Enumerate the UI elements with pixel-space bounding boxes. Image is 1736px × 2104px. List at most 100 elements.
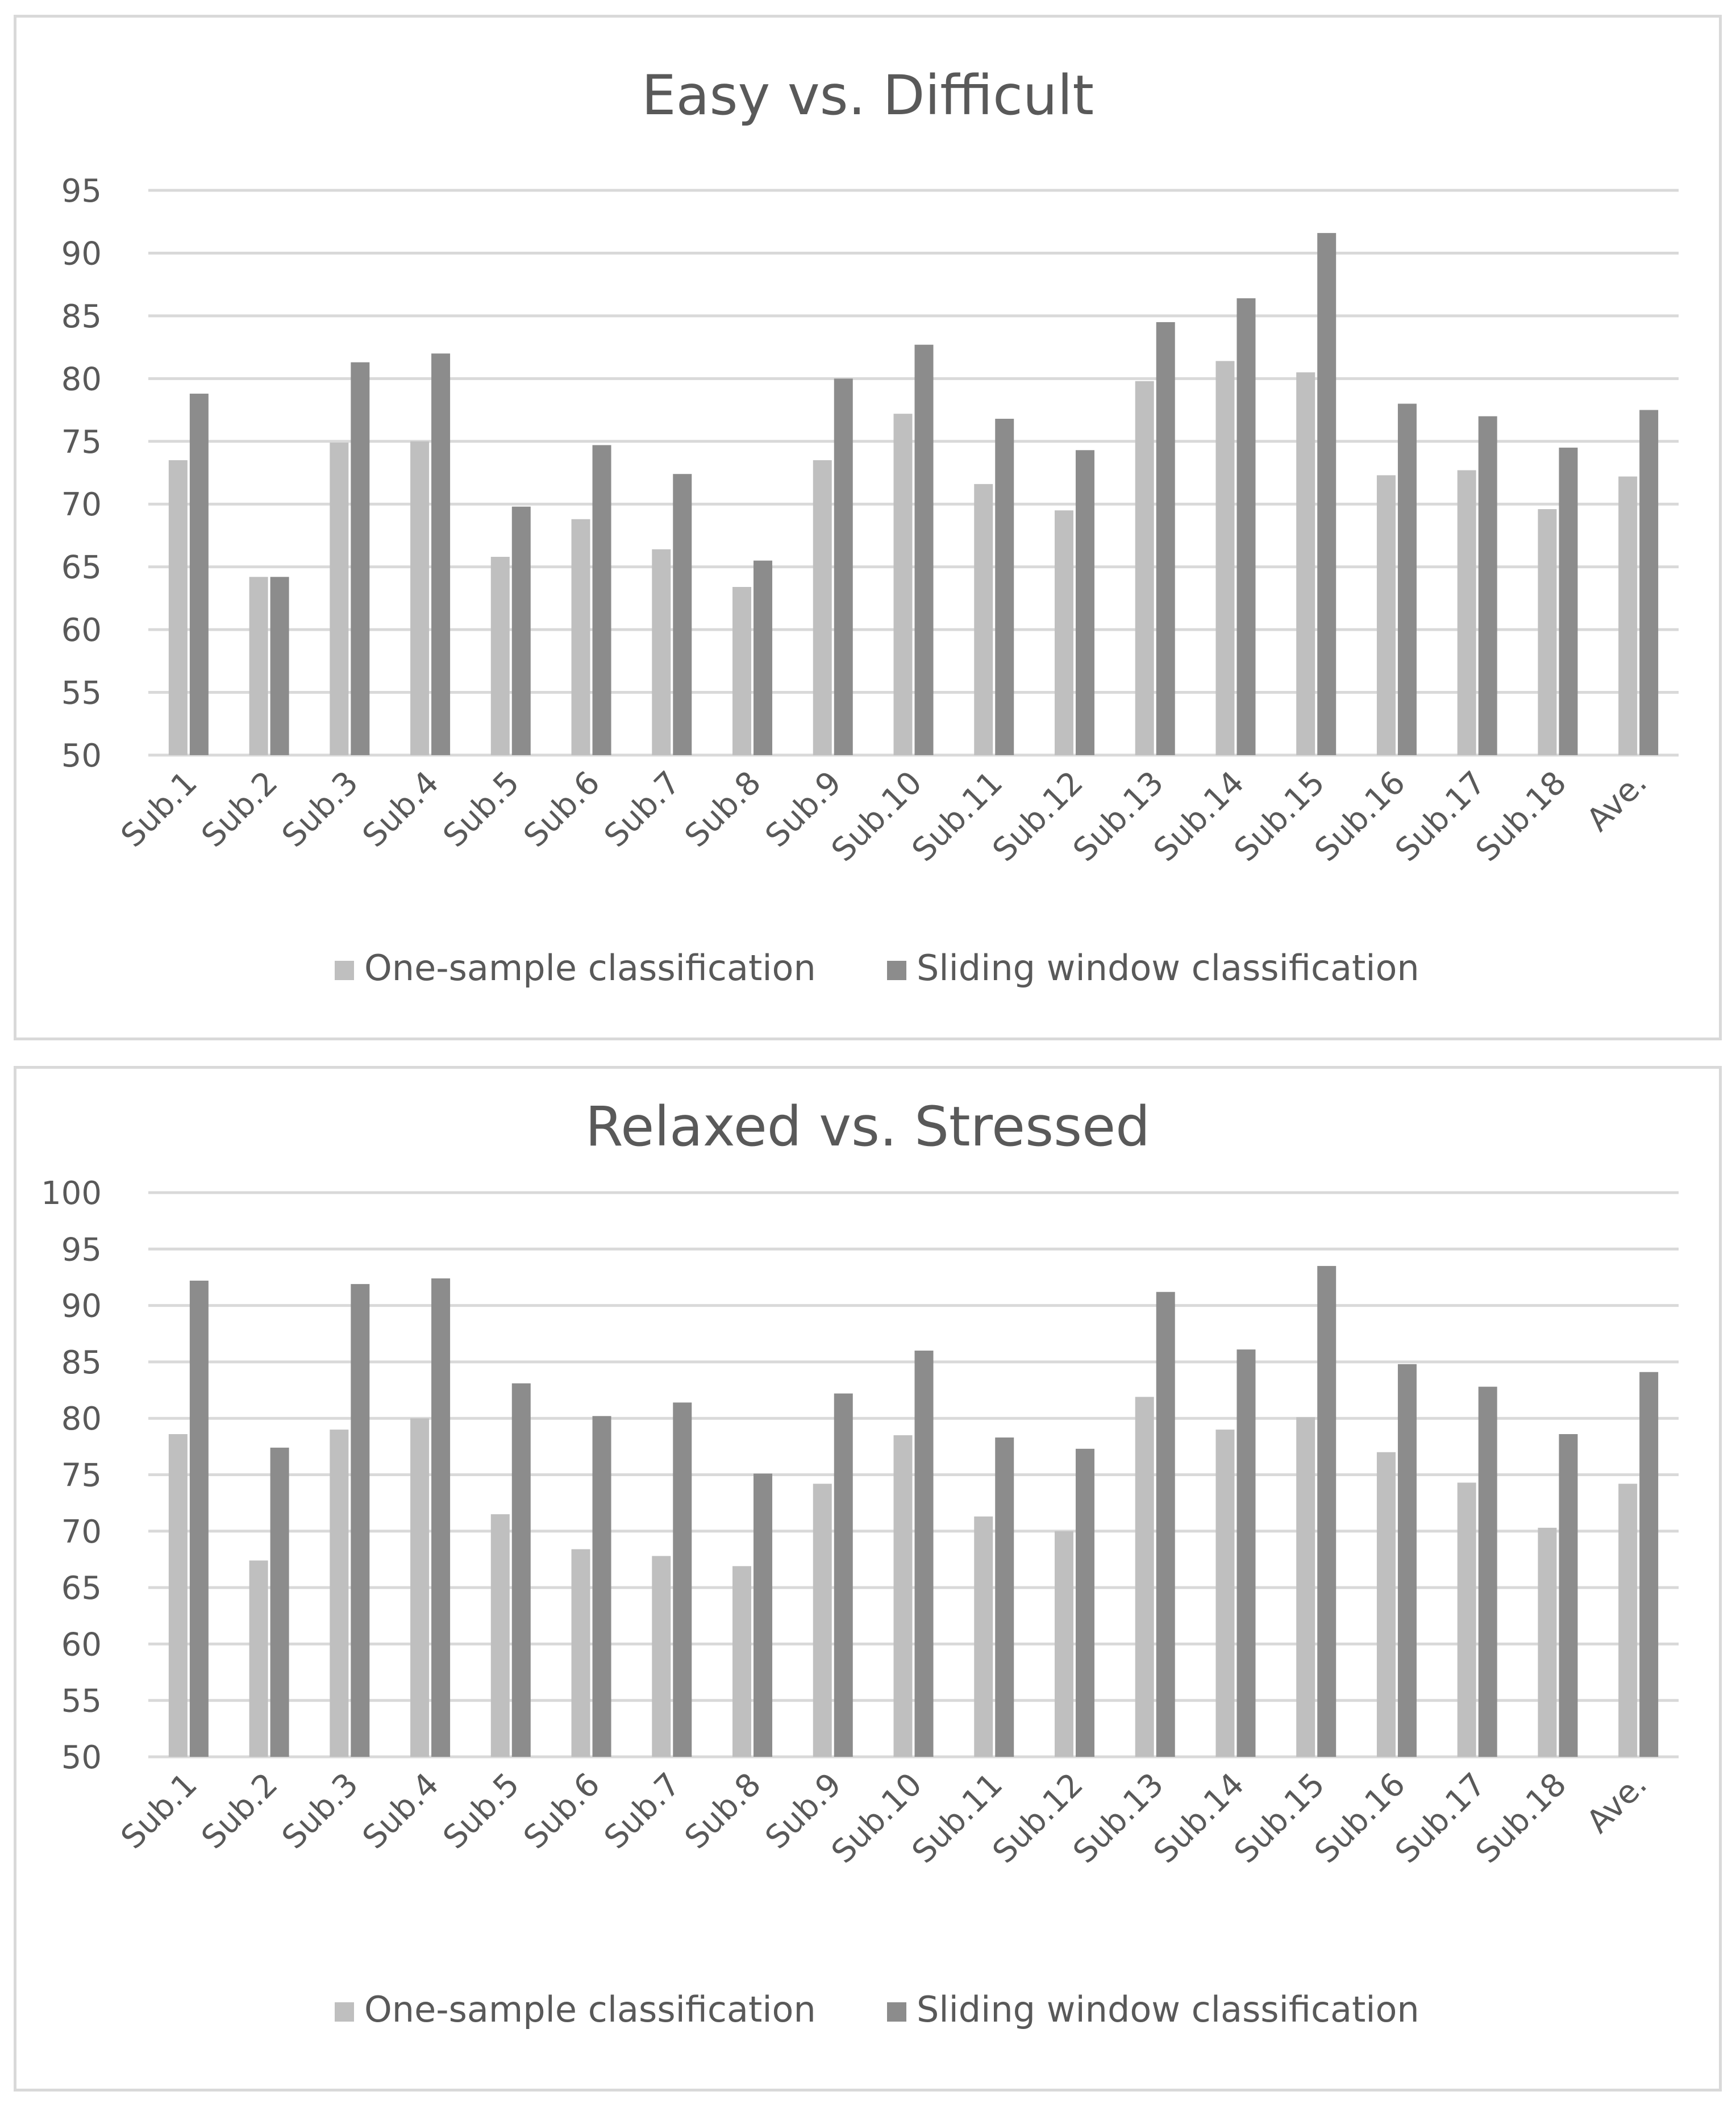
x-tick-label: Sub.11	[905, 1766, 1010, 1870]
x-tick-label: Sub.10	[825, 764, 929, 869]
bar-one-sample	[893, 414, 913, 755]
x-tick-label: Sub.7	[597, 764, 688, 855]
bar-sliding-window	[1237, 1349, 1256, 1757]
legend-label-one-sample: One-sample classification	[364, 947, 816, 989]
x-tick-label: Sub.18	[1469, 764, 1573, 869]
legend-swatch-one-sample	[335, 961, 354, 980]
x-tick-label: Sub.7	[597, 1766, 688, 1856]
bar-one-sample	[168, 460, 188, 755]
bar-sliding-window	[592, 445, 611, 755]
y-tick-label: 55	[61, 675, 102, 712]
x-tick-label: Sub.16	[1308, 764, 1413, 869]
bar-one-sample	[652, 1556, 671, 1757]
bar-one-sample	[1538, 509, 1557, 755]
y-tick-label: 80	[61, 1401, 102, 1438]
bar-sliding-window	[753, 1473, 773, 1757]
chart-panel-relaxed-stressed: Relaxed vs. Stressed 50 55 60 65 70 75 80 85 90 9…	[14, 1066, 1722, 2091]
y-tick-label: 85	[61, 1344, 102, 1381]
y-tick-label: 50	[61, 738, 102, 774]
legend-label-one-sample: One-sample classification	[364, 1989, 816, 2030]
x-tick-label: Sub.1	[114, 764, 205, 855]
x-tick-label: Ave.	[1580, 1766, 1654, 1840]
bar-one-sample	[732, 587, 752, 755]
x-tick-label: Sub.4	[356, 764, 446, 855]
x-tick-label: Sub.14	[1147, 1766, 1251, 1870]
bar-one-sample	[974, 1516, 993, 1757]
bar-one-sample	[893, 1435, 913, 1757]
bar-one-sample	[1296, 1417, 1315, 1757]
bar-sliding-window	[1397, 1364, 1417, 1757]
bar-sliding-window	[1237, 298, 1256, 755]
x-tick-label: Sub.14	[1147, 764, 1251, 869]
y-tick-label: 65	[61, 549, 102, 586]
bar-one-sample	[571, 519, 590, 755]
bar-sliding-window	[1559, 1434, 1578, 1757]
bar-sliding-window	[1559, 447, 1578, 755]
chart-title: Relaxed vs. Stressed	[585, 1095, 1150, 1159]
bar-sliding-window	[1317, 233, 1337, 755]
bar-sliding-window	[1075, 1448, 1094, 1757]
bar-one-sample	[1618, 1484, 1638, 1757]
bar-sliding-window	[914, 1351, 934, 1757]
legend-label-sliding-window: Sliding window classification	[917, 947, 1419, 989]
bar-sliding-window	[431, 353, 451, 755]
chart-relaxed-stressed: Relaxed vs. Stressed 50 55 60 65 70 75 80 85 90 9…	[41, 1095, 1679, 2030]
bar-sliding-window	[1397, 403, 1417, 755]
legend-swatch-sliding-window	[887, 2002, 906, 2022]
bar-one-sample	[249, 1560, 268, 1757]
legend-swatch-sliding-window	[887, 961, 906, 980]
bar-one-sample	[1135, 1397, 1154, 1757]
x-tick-label: Sub.4	[356, 1766, 446, 1856]
y-tick-label: 90	[61, 1288, 102, 1325]
y-tick-label: 100	[41, 1175, 102, 1212]
bar-one-sample	[1538, 1527, 1557, 1757]
bar-one-sample	[1054, 510, 1073, 755]
bar-one-sample	[330, 1430, 349, 1757]
bar-one-sample	[1376, 1452, 1396, 1757]
x-tick-label: Sub.13	[1066, 1766, 1171, 1870]
bar-sliding-window	[1478, 1386, 1497, 1757]
x-tick-label: Sub.8	[678, 1766, 768, 1856]
x-tick-label: Sub.15	[1227, 1766, 1332, 1870]
bar-one-sample	[249, 577, 268, 755]
x-tick-label: Sub.17	[1388, 1766, 1493, 1870]
bar-one-sample	[732, 1566, 752, 1757]
y-tick-label: 55	[61, 1683, 102, 1720]
bar-one-sample	[813, 460, 832, 755]
x-tick-label: Sub.5	[436, 1766, 527, 1856]
bar-sliding-window	[673, 474, 692, 755]
bar-one-sample	[1376, 475, 1396, 755]
y-tick-label: 50	[61, 1739, 102, 1776]
y-tick-label: 90	[61, 235, 102, 272]
y-tick-label: 95	[61, 1231, 102, 1268]
bar-sliding-window	[189, 393, 209, 755]
bar-sliding-window	[431, 1278, 451, 1757]
bar-one-sample	[1296, 372, 1315, 755]
x-tick-label: Sub.13	[1066, 764, 1171, 869]
bar-sliding-window	[834, 378, 853, 755]
bar-one-sample	[1618, 476, 1638, 755]
x-tick-label: Sub.15	[1227, 764, 1332, 869]
bar-sliding-window	[1478, 416, 1497, 755]
bar-sliding-window	[270, 577, 289, 755]
bar-sliding-window	[189, 1280, 209, 1757]
bar-sliding-window	[1317, 1266, 1337, 1757]
bar-sliding-window	[834, 1393, 853, 1757]
bar-sliding-window	[753, 560, 773, 755]
x-tick-label: Sub.3	[275, 764, 365, 855]
bar-one-sample	[1457, 470, 1476, 755]
chart-easy-difficult: Easy vs. Difficult 50556065707580859095 …	[61, 64, 1679, 989]
chart-title: Easy vs. Difficult	[642, 64, 1094, 127]
y-tick-label: 75	[61, 1457, 102, 1494]
x-tick-label: Sub.2	[194, 1766, 285, 1856]
bar-one-sample	[1215, 361, 1235, 755]
y-tick-label: 75	[61, 424, 102, 461]
x-tick-label: Sub.2	[194, 764, 285, 855]
bar-one-sample	[1135, 381, 1154, 755]
x-tick-label: Sub.11	[905, 764, 1010, 869]
y-tick-label: 70	[61, 1514, 102, 1551]
y-tick-label: 85	[61, 298, 102, 335]
legend: One-sample classification Sliding window…	[335, 1989, 1419, 2030]
bar-one-sample	[1457, 1482, 1476, 1757]
bar-one-sample	[490, 556, 510, 755]
